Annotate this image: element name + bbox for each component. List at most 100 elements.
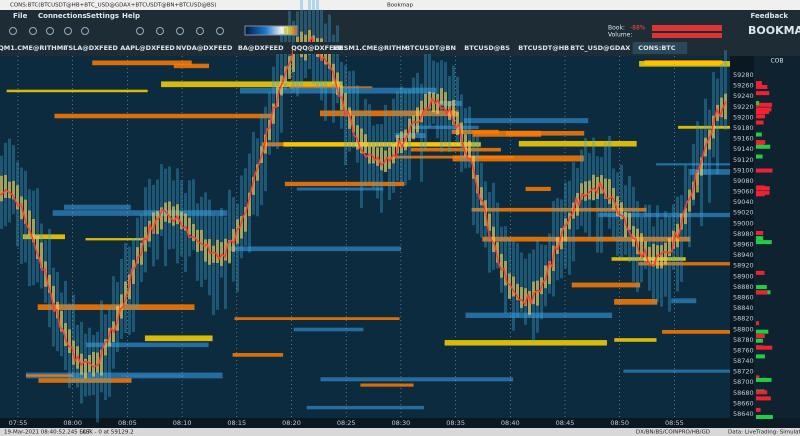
trade-column [244,168,247,246]
tab[interactable] [576,42,631,54]
trade-column [192,223,195,242]
price-label: 58820 [733,315,754,323]
trade-column [492,182,495,270]
cob-bar [756,290,768,295]
menu-item[interactable]: Settings [86,12,119,20]
tab[interactable] [10,42,65,54]
tab-label[interactable]: AAPL@DXFEED [120,44,175,52]
tab[interactable] [406,42,461,54]
trade-column [696,170,699,193]
toolbar-button[interactable] [29,27,37,35]
toolbar-button[interactable] [196,27,204,35]
time-label: 08:00 [63,419,82,427]
price-label: 58940 [733,251,754,259]
time-label: 08:30 [392,419,411,427]
trade-column [496,202,499,269]
tab[interactable] [66,42,122,54]
cob-bar [756,414,773,419]
liquidity-band [525,186,551,192]
trade-column [684,165,687,242]
volume-label: Volume: [608,32,632,39]
price-label: 58720 [733,368,754,376]
tab-label[interactable]: NVDA@DXFEED [176,44,233,52]
toolbar-button[interactable] [64,27,72,35]
tab-label[interactable]: BTCUSD@BS [464,44,510,52]
trade-column [192,179,195,251]
liquidity-band [296,187,384,191]
trade-column [184,213,187,231]
trade-column [456,112,459,136]
trade-column [336,72,339,96]
toolbar-button[interactable] [9,27,17,35]
trade-column [508,273,511,300]
tab[interactable] [123,42,178,54]
trade-column [148,178,151,248]
trade-column [644,204,647,270]
tab[interactable] [236,42,291,54]
toolbar-button[interactable] [176,27,184,35]
tab-label[interactable]: BTCUSDT@HB [518,44,569,52]
price-label: 59180 [733,124,754,132]
trade-column [528,253,531,318]
toolbar-button[interactable] [216,27,224,35]
liquidity-band [678,125,730,129]
tab-label[interactable]: MESM1.CME@RITHMIC [333,44,415,52]
trade-column [684,207,687,225]
trade-column [400,131,403,154]
trade-column [64,323,67,347]
feedback-link[interactable]: Feedback [750,12,788,20]
tab-label[interactable]: BA@DXFEED [238,44,284,52]
trade-column [636,228,639,255]
tab[interactable] [462,42,518,54]
tab[interactable] [293,42,348,54]
trade-column [376,147,379,166]
trade-column [544,265,547,289]
cob-bar [756,407,761,412]
trade-column [468,140,471,158]
cob-bar [756,338,763,343]
tab-label[interactable]: QM1.CME@RITHMIC [0,44,71,52]
toolbar-button[interactable] [81,27,89,35]
menu-item[interactable]: File [13,12,28,20]
menu-item[interactable]: Connections [38,12,87,20]
trade-column [92,351,95,377]
toolbar-button[interactable] [46,27,54,35]
tab[interactable] [179,42,235,54]
toolbar-button[interactable] [136,27,144,35]
liquidity-band [283,142,481,147]
menu-item[interactable]: Help [122,12,140,20]
color-scale[interactable] [244,25,298,36]
liquidity-band [465,312,613,318]
tab-label[interactable]: TSLA@DXFEED [64,44,119,52]
book-meter [652,25,722,31]
price-label: 58760 [733,346,754,354]
trade-column [576,192,579,216]
trade-column [228,240,231,264]
tab[interactable] [349,42,405,54]
cob-bar [756,390,768,395]
price-label: 58640 [733,410,754,418]
liquidity-band [306,405,425,410]
tab-label[interactable]: BTCUSDT@BN [405,44,456,52]
tab-label[interactable]: QQQ@DXFEED [291,44,344,52]
cob-bar [756,110,770,115]
trade-column [428,91,431,109]
trade-column [488,213,491,231]
liquidity-band [623,369,730,373]
tab-label[interactable]: CONS:BTC [638,44,675,52]
trade-column [160,207,163,230]
trade-column [588,180,591,200]
trade-column [700,128,703,227]
trade-column [0,175,3,202]
tab[interactable] [632,42,688,54]
trade-column [160,164,163,237]
trade-column [24,199,27,224]
tab[interactable] [519,42,574,54]
tab-label[interactable]: BTC_USD@GDAX [570,44,630,52]
trade-column [168,201,171,224]
toolbar-button[interactable] [156,27,164,35]
cob-bar [756,154,763,159]
time-label: 08:05 [118,419,137,427]
liquidity-band [638,262,730,266]
trade-column [700,157,703,176]
